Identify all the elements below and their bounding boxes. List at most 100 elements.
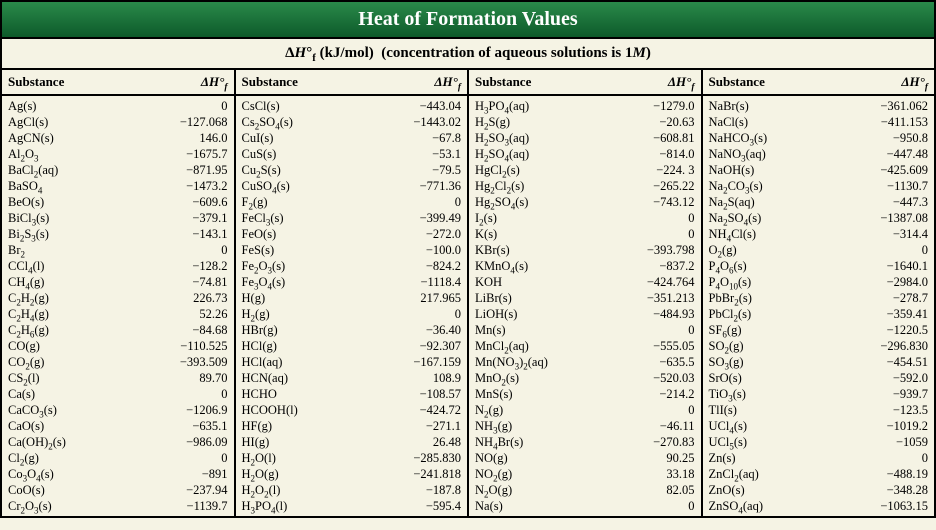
- table-row: HCl(g)−92.307: [242, 338, 462, 354]
- table-row: HCOOH(l)−424.72: [242, 402, 462, 418]
- substance-cell: Cl2(g): [8, 450, 156, 466]
- table-row: HF(g)−271.1: [242, 418, 462, 434]
- table-row: HBr(g)−36.40: [242, 322, 462, 338]
- header-substance: Substance: [242, 74, 390, 90]
- value-cell: 146.0: [156, 130, 228, 146]
- value-cell: −265.22: [623, 178, 695, 194]
- value-cell: 89.70: [156, 370, 228, 386]
- table-row: Na2S(aq)−447.3: [709, 194, 929, 210]
- table-row: FeCl3(s)−399.49: [242, 210, 462, 226]
- value-cell: −110.525: [156, 338, 228, 354]
- substance-cell: LiBr(s): [475, 290, 623, 306]
- substance-cell: SrO(s): [709, 370, 857, 386]
- value-cell: −609.6: [156, 194, 228, 210]
- value-cell: −128.2: [156, 258, 228, 274]
- value-cell: −278.7: [856, 290, 928, 306]
- substance-cell: NaCl(s): [709, 114, 857, 130]
- substance-cell: HBr(g): [242, 322, 390, 338]
- substance-cell: Br2: [8, 242, 156, 258]
- substance-cell: SO2(g): [709, 338, 857, 354]
- table-row: Fe3O4(s)−1118.4: [242, 274, 462, 290]
- value-cell: 0: [156, 242, 228, 258]
- substance-cell: BeO(s): [8, 194, 156, 210]
- table-row: K(s)0: [475, 226, 695, 242]
- value-cell: −592.0: [856, 370, 928, 386]
- header-substance: Substance: [709, 74, 857, 90]
- substance-cell: H(g): [242, 290, 390, 306]
- substance-cell: NH3(g): [475, 418, 623, 434]
- value-cell: 0: [389, 194, 461, 210]
- table-row: NaOH(s)−425.609: [709, 162, 929, 178]
- table-row: H2O(l)−285.830: [242, 450, 462, 466]
- value-cell: 0: [156, 98, 228, 114]
- value-cell: −74.81: [156, 274, 228, 290]
- substance-cell: F2(g): [242, 194, 390, 210]
- substance-cell: AgCN(s): [8, 130, 156, 146]
- value-cell: −939.7: [856, 386, 928, 402]
- value-cell: −1130.7: [856, 178, 928, 194]
- value-cell: 0: [623, 210, 695, 226]
- value-cell: −393.509: [156, 354, 228, 370]
- value-cell: −488.19: [856, 466, 928, 482]
- value-cell: 82.05: [623, 482, 695, 498]
- value-cell: −399.49: [389, 210, 461, 226]
- table-row: Ca(OH)2(s)−986.09: [8, 434, 228, 450]
- substance-cell: I2(s): [475, 210, 623, 226]
- substance-cell: Cr2O3(s): [8, 498, 156, 514]
- table-row: NH4Cl(s)−314.4: [709, 226, 929, 242]
- heat-of-formation-table: Heat of Formation Values ΔH°f (kJ/mol) (…: [0, 0, 936, 518]
- value-cell: 108.9: [389, 370, 461, 386]
- table-row: HI(g)26.48: [242, 434, 462, 450]
- table-columns: SubstanceΔH°fAg(s)0AgCl(s)−127.068AgCN(s…: [2, 70, 934, 516]
- value-cell: 90.25: [623, 450, 695, 466]
- substance-cell: HCl(aq): [242, 354, 390, 370]
- value-cell: −1640.1: [856, 258, 928, 274]
- column-header: SubstanceΔH°f: [703, 70, 935, 96]
- substance-cell: FeCl3(s): [242, 210, 390, 226]
- substance-cell: P4O10(s): [709, 274, 857, 290]
- table-row: MnS(s)−214.2: [475, 386, 695, 402]
- table-row: BaCl2(aq)−871.95: [8, 162, 228, 178]
- value-cell: −743.12: [623, 194, 695, 210]
- table-row: SrO(s)−592.0: [709, 370, 929, 386]
- substance-cell: Bi2S3(s): [8, 226, 156, 242]
- value-cell: −270.83: [623, 434, 695, 450]
- substance-cell: NO(g): [475, 450, 623, 466]
- value-cell: −271.1: [389, 418, 461, 434]
- substance-cell: C2H4(g): [8, 306, 156, 322]
- table-row: N2O(g)82.05: [475, 482, 695, 498]
- substance-cell: MnO2(s): [475, 370, 623, 386]
- table-row: H2S(g)−20.63: [475, 114, 695, 130]
- value-cell: −824.2: [389, 258, 461, 274]
- table-row: PbCl2(s)−359.41: [709, 306, 929, 322]
- substance-cell: NH4Cl(s): [709, 226, 857, 242]
- table-row: LiBr(s)−351.213: [475, 290, 695, 306]
- value-cell: −127.068: [156, 114, 228, 130]
- value-cell: −187.8: [389, 482, 461, 498]
- substance-cell: HF(g): [242, 418, 390, 434]
- table-row: NaHCO3(s)−950.8: [709, 130, 929, 146]
- value-cell: −986.09: [156, 434, 228, 450]
- table-row: H2(g)0: [242, 306, 462, 322]
- table-row: MnO2(s)−520.03: [475, 370, 695, 386]
- substance-cell: BaSO4: [8, 178, 156, 194]
- substance-cell: C2H6(g): [8, 322, 156, 338]
- table-row: H3PO4(l)−595.4: [242, 498, 462, 514]
- value-cell: −635.5: [623, 354, 695, 370]
- rows-container: CsCl(s)−443.04Cs2SO4(s)−1443.02CuI(s)−67…: [236, 96, 468, 516]
- value-cell: −635.1: [156, 418, 228, 434]
- substance-cell: SO3(g): [709, 354, 857, 370]
- table-row: TlI(s)−123.5: [709, 402, 929, 418]
- substance-cell: Na2S(aq): [709, 194, 857, 210]
- value-cell: −454.51: [856, 354, 928, 370]
- table-row: NO(g)90.25: [475, 450, 695, 466]
- substance-cell: Fe2O3(s): [242, 258, 390, 274]
- value-cell: 217.965: [389, 290, 461, 306]
- value-cell: −425.609: [856, 162, 928, 178]
- substance-cell: Na2CO3(s): [709, 178, 857, 194]
- table-row: CS2(l)89.70: [8, 370, 228, 386]
- substance-cell: NaOH(s): [709, 162, 857, 178]
- substance-cell: NaHCO3(s): [709, 130, 857, 146]
- page-subtitle: ΔH°f (kJ/mol) (concentration of aqueous …: [2, 39, 934, 70]
- substance-cell: HI(g): [242, 434, 390, 450]
